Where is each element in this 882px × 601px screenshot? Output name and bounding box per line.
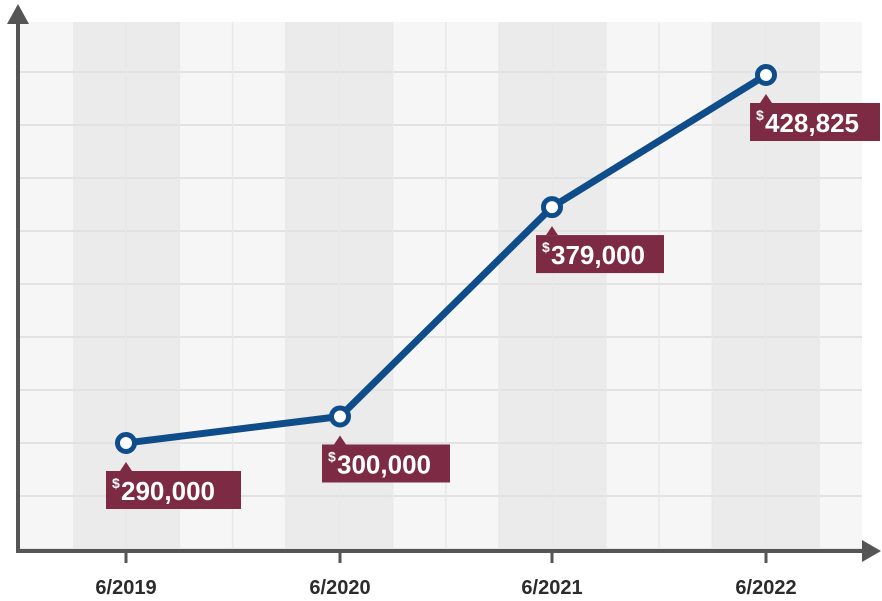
data-label-currency: $	[756, 107, 764, 123]
data-label-currency: $	[112, 475, 120, 491]
series-line	[122, 71, 770, 447]
x-tick-label: 6/2022	[735, 577, 796, 599]
data-label-box	[750, 103, 880, 141]
data-point	[115, 432, 137, 454]
data-labels: $290,000$ 300,000$ 379,000$ 428,825	[106, 94, 880, 509]
data-label-amount: 300,000	[337, 449, 431, 479]
data-label-amount: 428,825	[765, 108, 859, 138]
data-label-pointer	[120, 462, 132, 471]
series	[115, 64, 777, 454]
data-label-pointer	[334, 435, 346, 445]
data-label: $300,000	[322, 435, 450, 483]
data-label-pointer	[546, 226, 558, 236]
x-tick-label: 6/2021	[521, 577, 582, 599]
data-label-pointer	[760, 94, 772, 103]
data-label: $379,000	[536, 226, 664, 274]
data-point	[329, 405, 351, 428]
grid-band	[18, 22, 73, 551]
data-label-amount: 290,000	[121, 476, 215, 506]
data-point	[755, 64, 777, 86]
data-label: $290,000	[106, 462, 241, 509]
data-point	[541, 196, 563, 219]
data-label-currency: $	[328, 448, 336, 464]
data-label-currency: $	[542, 239, 550, 255]
data-label-amount: 379,000	[551, 240, 645, 270]
x-ticks: 6/2019 6/2020 6/2021 6/2022	[95, 551, 797, 599]
data-label-box	[536, 235, 664, 274]
y-axis-arrow	[7, 4, 29, 24]
data-label-box	[322, 444, 450, 483]
x-tick-label: 6/2019	[95, 577, 156, 599]
data-label-box	[106, 471, 241, 509]
grid-band	[818, 22, 862, 551]
x-tick-label: 6/2020	[309, 577, 370, 599]
x-axis-arrow	[862, 540, 881, 562]
data-label: $428,825	[750, 94, 880, 141]
axes	[7, 4, 881, 562]
